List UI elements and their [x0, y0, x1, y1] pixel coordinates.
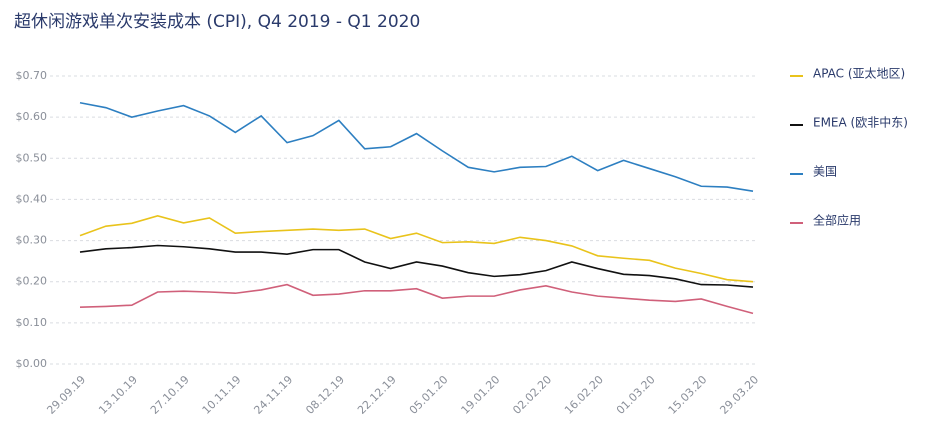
x-tick-label: 29.09.19	[44, 373, 88, 417]
x-tick-label: 10.11.19	[200, 373, 244, 417]
legend-label: 全部应用	[813, 213, 861, 228]
series-line	[79, 244, 754, 288]
x-tick-label: 27.10.19	[148, 373, 192, 417]
series-line	[79, 283, 754, 315]
y-tick-label: $0.70	[16, 69, 48, 82]
x-tick-label: 02.02.20	[510, 373, 554, 417]
x-tick-label: 15.03.20	[666, 373, 710, 417]
x-tick-label: 16.02.20	[562, 373, 606, 417]
chart-title: 超休闲游戏单次安装成本 (CPI), Q4 2019 - Q1 2020	[14, 12, 420, 32]
legend-label: 美国	[813, 165, 837, 179]
y-tick-label: $0.60	[16, 110, 48, 123]
y-tick-label: $0.40	[16, 192, 48, 205]
x-tick-label: 08.12.19	[303, 373, 347, 417]
x-tick-label: 22.12.19	[355, 373, 399, 417]
x-tick-label: 24.11.19	[251, 373, 295, 417]
y-tick-label: $0.30	[16, 234, 48, 247]
x-tick-label: 05.01.20	[407, 373, 451, 417]
x-tick-label: 19.01.20	[459, 373, 503, 417]
series-line	[79, 101, 754, 192]
x-tick-label: 29.03.20	[717, 373, 761, 417]
y-tick-label: $0.00	[16, 357, 48, 370]
y-tick-label: $0.10	[16, 316, 48, 329]
x-tick-label: 01.03.20	[614, 373, 658, 417]
x-tick-label: 13.10.19	[96, 373, 140, 417]
legend-label: EMEA (欧非中东)	[813, 115, 908, 130]
series-line	[79, 215, 754, 283]
legend-label: APAC (亚太地区)	[813, 66, 905, 81]
y-tick-label: $0.50	[16, 151, 48, 164]
y-tick-label: $0.20	[16, 275, 48, 288]
